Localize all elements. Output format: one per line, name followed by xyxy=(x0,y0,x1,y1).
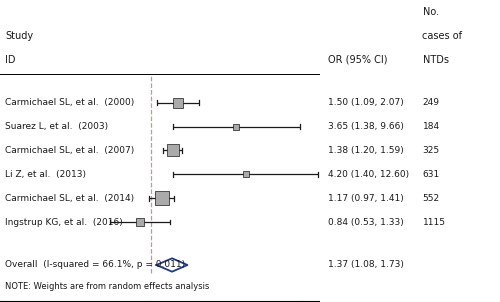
Text: 249: 249 xyxy=(422,98,440,107)
Text: Li Z, et al.  (2013): Li Z, et al. (2013) xyxy=(5,170,86,179)
Text: cases of: cases of xyxy=(422,31,463,41)
Text: ID: ID xyxy=(5,55,15,65)
Text: 1.50 (1.09, 2.07): 1.50 (1.09, 2.07) xyxy=(328,98,403,107)
Text: 552: 552 xyxy=(422,194,440,203)
Text: 631: 631 xyxy=(422,170,440,179)
Text: 184: 184 xyxy=(422,122,440,131)
Text: 4.20 (1.40, 12.60): 4.20 (1.40, 12.60) xyxy=(328,170,408,179)
Point xyxy=(242,172,250,177)
Text: 1.38 (1.20, 1.59): 1.38 (1.20, 1.59) xyxy=(328,146,403,155)
Point xyxy=(174,100,182,105)
Text: Carmichael SL, et al.  (2007): Carmichael SL, et al. (2007) xyxy=(5,146,134,155)
Point xyxy=(232,124,240,129)
Text: Ingstrup KG, et al.  (2016): Ingstrup KG, et al. (2016) xyxy=(5,217,123,226)
Text: Carmichael SL, et al.  (2000): Carmichael SL, et al. (2000) xyxy=(5,98,134,107)
Text: NTDs: NTDs xyxy=(422,55,448,65)
Text: 1115: 1115 xyxy=(422,217,446,226)
Text: 0.84 (0.53, 1.33): 0.84 (0.53, 1.33) xyxy=(328,217,403,226)
Text: Overall  (I-squared = 66.1%, p = 0.011): Overall (I-squared = 66.1%, p = 0.011) xyxy=(5,261,185,269)
Point xyxy=(168,148,176,153)
Text: Study: Study xyxy=(5,31,33,41)
Text: Suarez L, et al.  (2003): Suarez L, et al. (2003) xyxy=(5,122,108,131)
Text: 1.37 (1.08, 1.73): 1.37 (1.08, 1.73) xyxy=(328,261,404,269)
Text: 1.17 (0.97, 1.41): 1.17 (0.97, 1.41) xyxy=(328,194,403,203)
Text: 325: 325 xyxy=(422,146,440,155)
Text: OR (95% CI): OR (95% CI) xyxy=(328,55,387,65)
Text: NOTE: Weights are from random effects analysis: NOTE: Weights are from random effects an… xyxy=(5,282,210,291)
Text: No.: No. xyxy=(422,7,438,17)
Point xyxy=(158,196,166,201)
Text: Carmichael SL, et al.  (2014): Carmichael SL, et al. (2014) xyxy=(5,194,134,203)
Point xyxy=(136,220,144,224)
Text: 3.65 (1.38, 9.66): 3.65 (1.38, 9.66) xyxy=(328,122,404,131)
